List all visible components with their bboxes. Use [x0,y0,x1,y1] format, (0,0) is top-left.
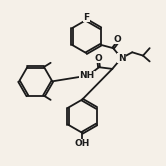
Text: NH: NH [79,71,94,80]
Text: OH: OH [75,139,90,148]
Text: N: N [118,54,125,63]
Text: F: F [83,13,89,22]
Text: O: O [114,35,122,44]
Text: O: O [94,54,102,63]
